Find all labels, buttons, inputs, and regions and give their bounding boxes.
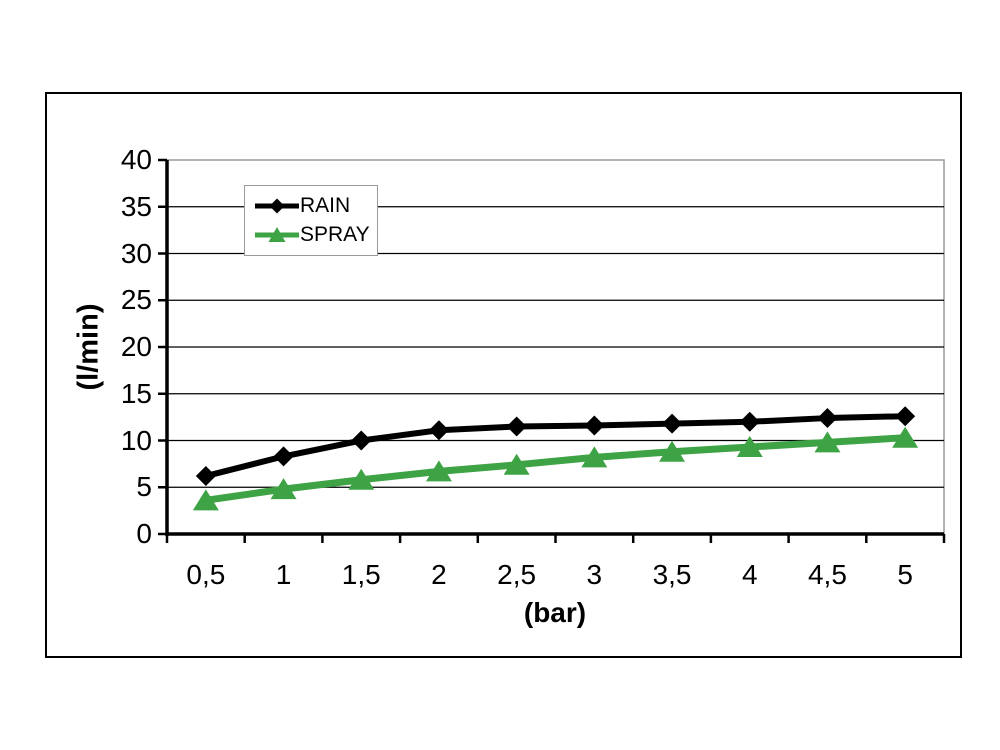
x-tick-label: 5 [897,559,913,590]
x-tick-label: 0,5 [186,559,226,590]
marker-diamond-rain [506,416,527,437]
x-tick-label: 3 [586,559,603,590]
x-tick-label: 2,5 [497,559,537,590]
y-tick-label: 35 [120,190,152,222]
marker-diamond-rain [662,413,683,434]
marker-diamond-rain [739,411,760,432]
marker-diamond-rain [428,420,449,441]
y-tick-label: 25 [120,284,152,316]
chart-figure: 0 5 10 15 20 25 30 35 40 0,5 1 1,5 2 2,5 3 3,5 4 4,5 5 (l… [45,92,962,658]
series-line-rain [202,413,909,480]
marker-triangle-spray [892,426,919,448]
marker-diamond-rain [895,406,916,427]
x-tick-label: 1,5 [341,559,381,590]
marker-diamond-rain [351,430,372,451]
x-tick-label: 4,5 [807,559,847,590]
marker-diamond-rain [584,415,605,436]
rain-line-swatch-icon [255,198,299,214]
marker-triangle-spray [736,436,763,458]
marker-triangle-spray [348,468,375,490]
x-tick-label: 1 [275,559,292,590]
x-tick-label: 4 [741,559,758,590]
x-tick-label: 2 [431,559,447,590]
y-tick-label: 5 [136,471,152,503]
y-tick-label: 20 [120,331,152,362]
y-tick-label: 15 [120,377,152,409]
x-tick-label: 3,5 [652,559,692,590]
y-axis-title: (l/min) [72,303,105,391]
marker-triangle-spray [659,440,686,462]
x-axis-title: (bar) [523,597,587,628]
y-tick-label: 40 [120,144,152,175]
y-tick-label: 10 [120,424,152,456]
marker-diamond-rain [817,408,838,429]
line-chart-canvas [158,158,946,543]
legend-item-spray: SPRAY [254,223,377,247]
marker-triangle-spray [814,431,841,453]
marker-triangle-spray [503,453,530,475]
spray-line-swatch-icon [255,227,299,242]
series-line-spray [202,434,909,504]
y-tick-label: 30 [120,237,152,269]
legend-label-spray: SPRAY [300,223,370,246]
marker-triangle-spray [270,478,297,500]
marker-triangle-spray [581,446,608,468]
y-tick-label: 0 [136,518,152,549]
chart-legend: RAIN SPRAY [244,185,378,256]
legend-item-rain: RAIN [254,194,377,218]
marker-diamond-rain [273,446,294,467]
marker-triangle-spray [192,489,219,511]
legend-label-rain: RAIN [300,194,351,217]
marker-diamond-rain [195,466,216,487]
marker-triangle-spray [425,460,452,482]
